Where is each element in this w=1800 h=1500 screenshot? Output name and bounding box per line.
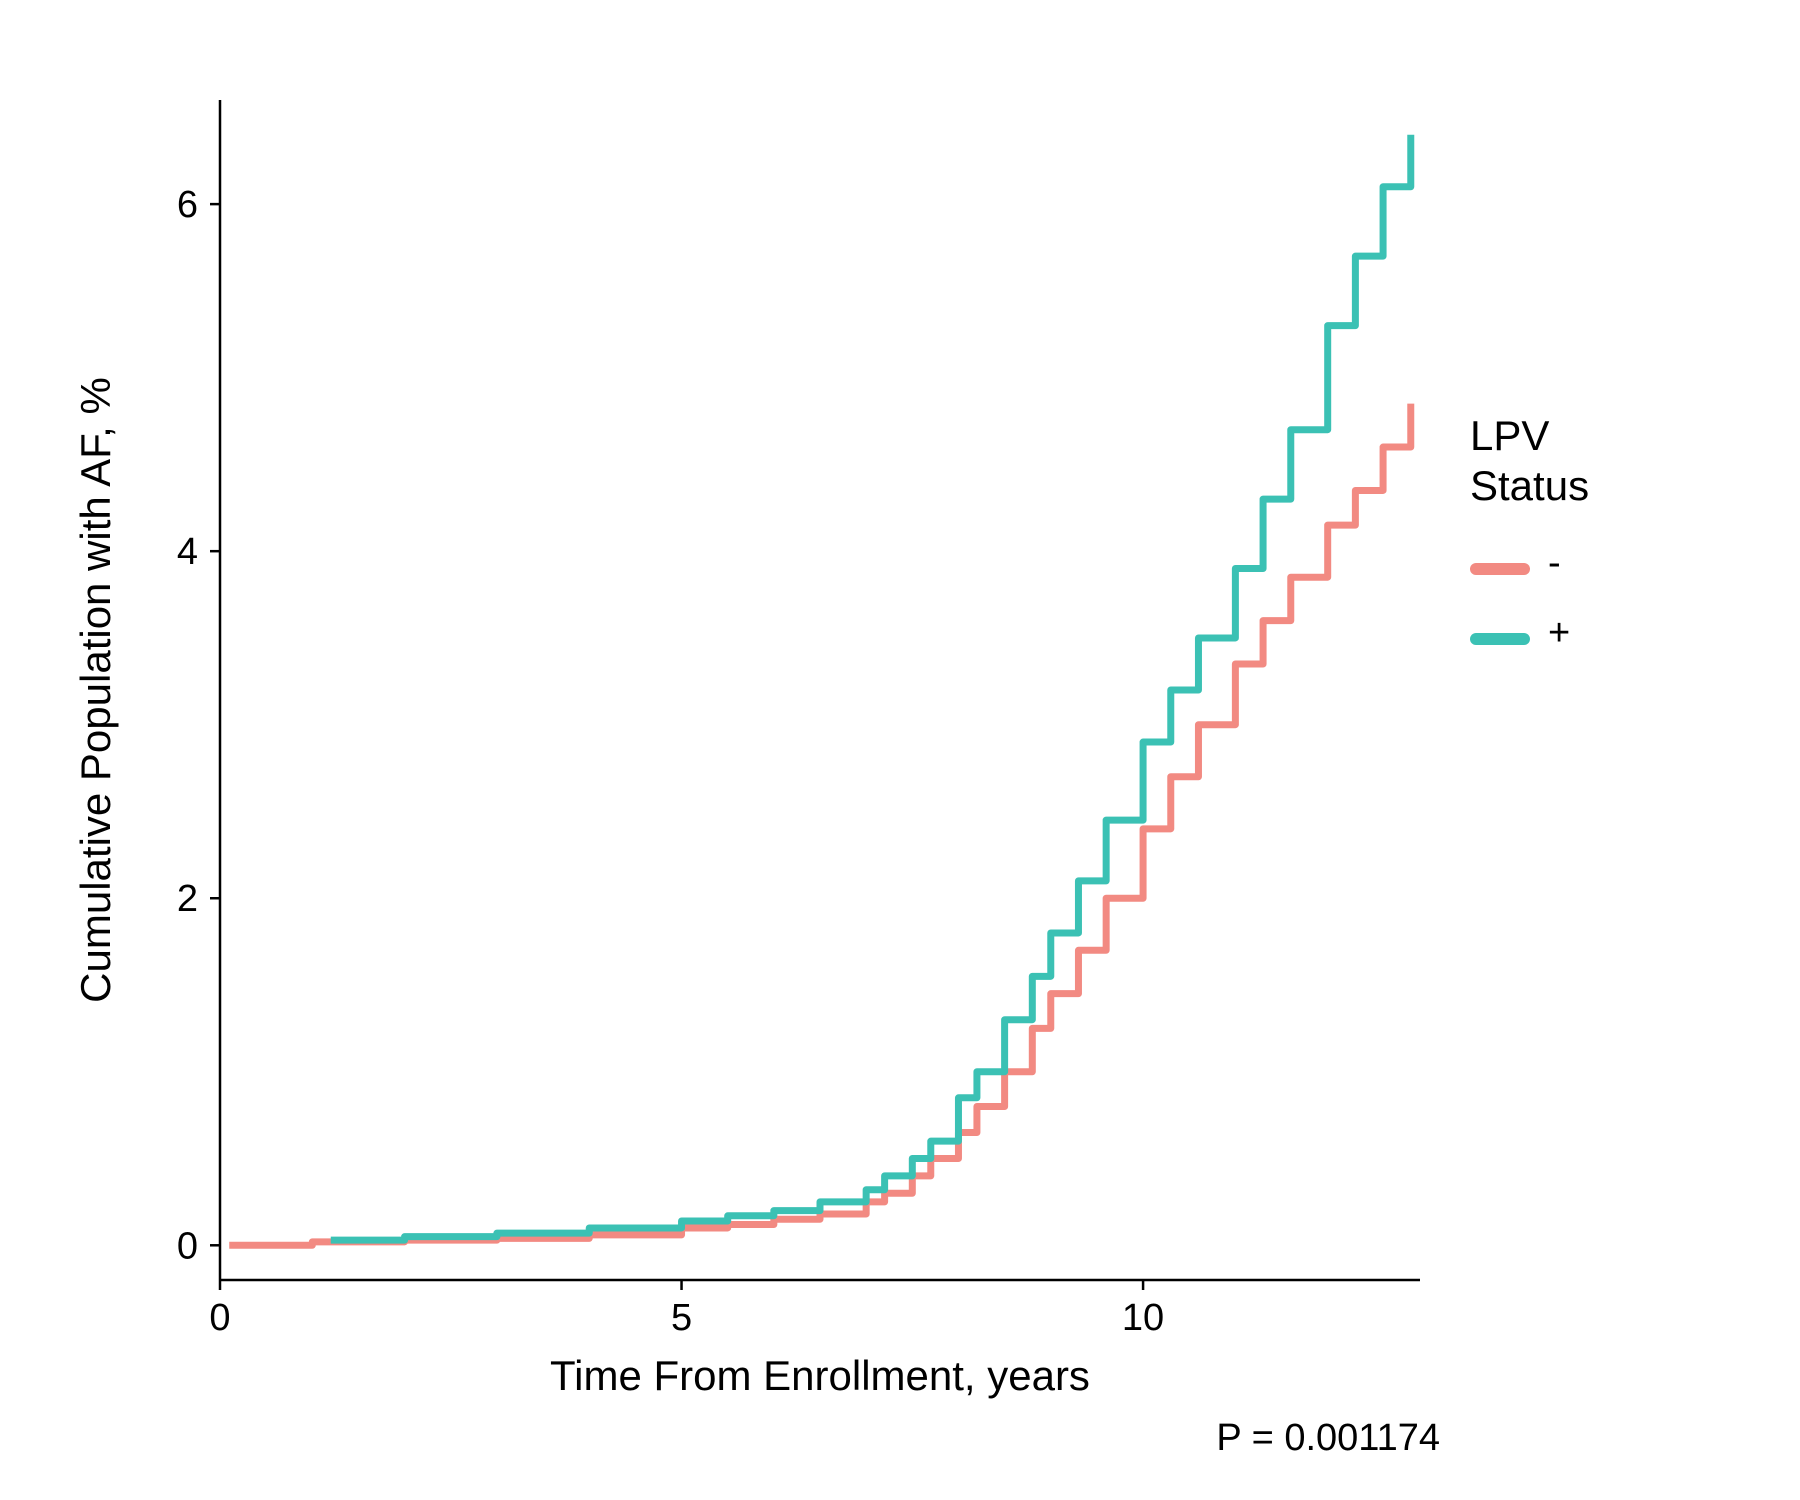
legend-item-label: + [1548,612,1570,654]
y-tick-label: 0 [177,1225,198,1267]
cumulative-incidence-chart: 0 5 10 0 2 4 6 Time From Enrollment, years Cumul… [0,0,1800,1500]
legend-item-label: - [1548,542,1561,584]
y-axis-title: Cumulative Population with AF, % [72,377,119,1003]
y-tick-label: 2 [177,878,198,920]
figure-container: 0 5 10 0 2 4 6 Time From Enrollment, years Cumul… [0,0,1800,1500]
legend-swatch [1470,563,1530,575]
p-value-text: P = 0.001174 [1216,1417,1440,1459]
legend-title: LPV [1470,412,1549,459]
y-tick-label: 4 [177,531,198,573]
legend-swatch [1470,633,1530,645]
legend-title: Status [1470,462,1589,509]
plot-area [220,100,1420,1280]
x-tick-label: 0 [209,1297,230,1339]
y-tick-label: 6 [177,184,198,226]
x-tick-label: 10 [1122,1297,1164,1339]
x-axis-title: Time From Enrollment, years [550,1352,1090,1399]
x-tick-label: 5 [671,1297,692,1339]
